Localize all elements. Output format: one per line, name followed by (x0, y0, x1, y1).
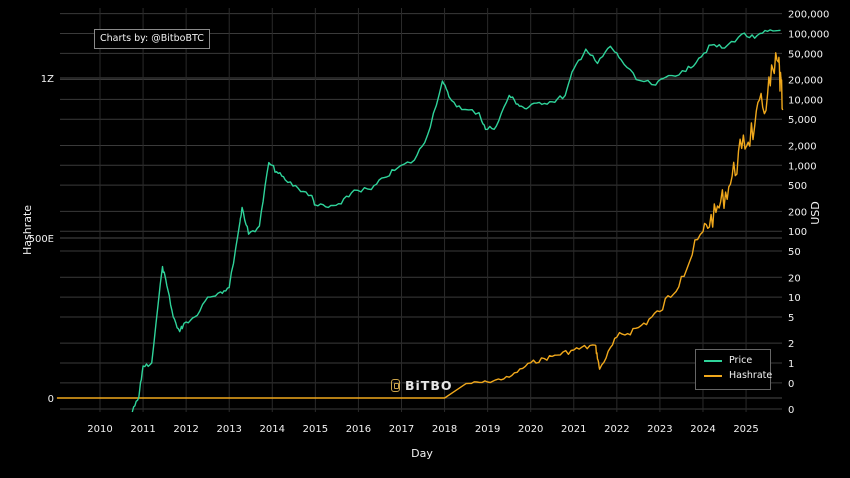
chart-legend: Price Hashrate (695, 349, 772, 390)
svg-text:2020: 2020 (518, 424, 543, 435)
chart-credit-label: Charts by: @BitboBTC (94, 29, 210, 49)
svg-text:50: 50 (788, 247, 801, 258)
svg-text:2,000: 2,000 (788, 141, 817, 152)
svg-text:50,000: 50,000 (788, 49, 823, 60)
svg-text:100: 100 (788, 227, 807, 238)
svg-text:2016: 2016 (346, 424, 371, 435)
legend-label-price: Price (729, 355, 753, 366)
svg-text:2014: 2014 (260, 424, 285, 435)
legend-label-hashrate: Hashrate (729, 370, 773, 381)
svg-text:10: 10 (788, 293, 801, 304)
svg-text:2024: 2024 (690, 424, 715, 435)
svg-text:20,000: 20,000 (788, 76, 823, 87)
svg-text:5,000: 5,000 (788, 115, 817, 126)
y2-axis-title: USD (809, 201, 822, 225)
svg-text:2023: 2023 (647, 424, 672, 435)
x-axis-title: Day (411, 447, 433, 460)
y-axis-title: Hashrate (21, 205, 34, 255)
bitbo-watermark: BiTBO (391, 378, 453, 393)
svg-text:100,000: 100,000 (788, 30, 829, 41)
y2-axis-ticks: 200,000 100,000 50,000 20,000 10,000 5,000 2,0… (788, 10, 829, 416)
svg-text:0: 0 (48, 394, 54, 405)
bitbo-watermark-text: BiTBO (405, 378, 453, 393)
svg-text:200: 200 (788, 207, 807, 218)
svg-text:0: 0 (788, 379, 794, 390)
svg-text:2015: 2015 (303, 424, 328, 435)
legend-item-hashrate[interactable]: Hashrate (704, 370, 772, 381)
svg-text:5: 5 (788, 313, 794, 324)
svg-text:0: 0 (788, 405, 794, 416)
svg-text:2022: 2022 (604, 424, 629, 435)
svg-text:1,000: 1,000 (788, 161, 817, 172)
grid-lines (60, 8, 782, 412)
hashrate-series-line (56, 52, 784, 399)
price-series-line (131, 29, 781, 413)
svg-text:10,000: 10,000 (788, 95, 823, 106)
svg-text:2019: 2019 (475, 424, 500, 435)
svg-text:2018: 2018 (432, 424, 457, 435)
svg-text:2010: 2010 (87, 424, 112, 435)
bitbo-logo-icon (391, 379, 400, 392)
svg-text:20: 20 (788, 273, 801, 284)
price-swatch-icon (704, 359, 722, 362)
svg-text:2011: 2011 (130, 424, 155, 435)
svg-text:500: 500 (788, 181, 807, 192)
svg-text:2025: 2025 (733, 424, 758, 435)
svg-text:2013: 2013 (216, 424, 241, 435)
legend-item-price[interactable]: Price (704, 355, 752, 366)
svg-text:1: 1 (788, 359, 794, 370)
svg-text:500E: 500E (29, 234, 54, 245)
svg-text:2012: 2012 (173, 424, 198, 435)
svg-text:2: 2 (788, 339, 794, 350)
hashrate-swatch-icon (704, 374, 722, 377)
svg-text:2021: 2021 (561, 424, 586, 435)
svg-text:200,000: 200,000 (788, 10, 829, 21)
svg-text:2017: 2017 (389, 424, 414, 435)
svg-text:1Z: 1Z (41, 74, 54, 85)
x-axis-ticks: 2010 2011 2012 2013 2014 2015 2016 2017 2018 2019… (87, 424, 759, 435)
y-axis-ticks: 0 500E 1Z (29, 74, 55, 405)
